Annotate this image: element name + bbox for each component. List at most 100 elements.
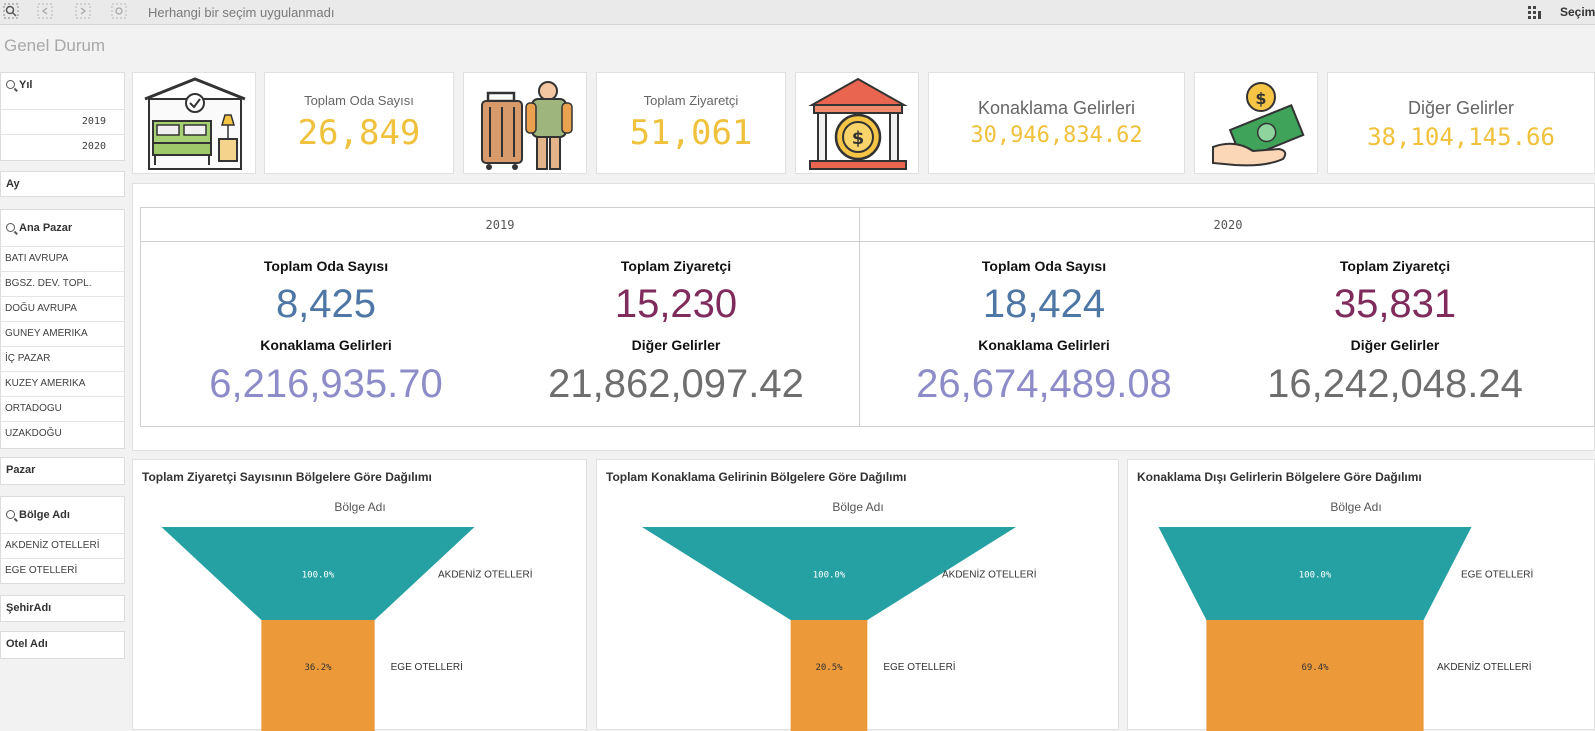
funnel-segment-top[interactable]	[1158, 527, 1472, 620]
konaklama-value-2020: 26,674,489.08	[916, 362, 1172, 406]
kpi-ziyaretci-value: 51,061	[629, 113, 753, 153]
selections-button[interactable]: Seçiml	[1560, 5, 1595, 19]
funnel-chart[interactable]: 100.0% 69.4% EGE OTELLERİ AKDENİZ OTELLERİ	[1128, 460, 1595, 731]
funnel-dimension-label: Bölge Adı	[832, 500, 884, 514]
traveler-image	[463, 72, 587, 174]
kpi-oda-value: 26,849	[297, 113, 421, 153]
funnel-chart-card[interactable]: Konaklama Dışı Gelirlerin Bölgelere Göre…	[1127, 459, 1595, 731]
selection-status: Herhangi bir seçim uygulanmadı	[148, 5, 335, 20]
kpi-diger-label: Diğer Gelirler	[1407, 98, 1515, 118]
filter-pazar[interactable]: Pazar	[0, 457, 125, 485]
filter-ana-pazar-item[interactable]: İÇ PAZAR	[1, 346, 124, 371]
kpi-diger-value: 38,104,145.66	[1367, 123, 1555, 151]
filter-ana-pazar[interactable]: Ana Pazar BATI AVRUPA BGSZ. DEV. TOPL. D…	[0, 209, 125, 449]
filter-ay[interactable]: Ay	[0, 171, 125, 197]
hotel-room-icon	[144, 77, 246, 170]
page-title: Genel Durum	[4, 36, 106, 55]
year-2019-header[interactable]: 2019	[141, 208, 859, 242]
filter-ana-pazar-item[interactable]: ORTADOGU	[1, 396, 124, 421]
filter-ana-pazar-item[interactable]: KUZEY AMERIKA	[1, 371, 124, 396]
filter-yil-item[interactable]: 2019	[1, 109, 124, 134]
filter-bolge-adi[interactable]: Bölge Adı AKDENİZ OTELLERİ EGE OTELLERİ	[0, 496, 125, 584]
step-forward-icon[interactable]	[74, 3, 92, 21]
filter-ana-pazar-header[interactable]: Ana Pazar	[1, 210, 124, 246]
filter-otel-adi[interactable]: Otel Adı	[0, 631, 125, 659]
funnel-percent-label: 100.0%	[302, 571, 335, 581]
filter-bolge-adi-item[interactable]: AKDENİZ OTELLERİ	[1, 533, 124, 558]
yearly-summary-table[interactable]: 2019 2020 Toplam Oda Sayısı 8,425 Toplam…	[140, 207, 1595, 427]
funnel-category-label: AKDENİZ OTELLERİ	[1437, 660, 1531, 673]
diger-label-2019: Diğer Gelirler	[631, 337, 721, 353]
svg-text:$: $	[852, 128, 865, 149]
funnel-title: Toplam Ziyaretçi Sayısının Bölgelere Gör…	[142, 470, 432, 484]
filter-yil-header[interactable]: Yıl	[1, 73, 124, 97]
ziyaretci-label-2020: Toplam Ziyaretçi	[1339, 258, 1451, 274]
diger-value-2020: 16,242,048.24	[1267, 362, 1523, 406]
funnel-category-label: AKDENİZ OTELLERİ	[438, 568, 532, 581]
filter-otel-adi-header[interactable]: Otel Adı	[6, 638, 48, 650]
funnel-chart[interactable]: 100.0% 36.2% AKDENİZ OTELLERİ EGE OTELLERİ	[133, 460, 588, 731]
filter-pazar-header[interactable]: Pazar	[6, 464, 36, 476]
kpi-oda-card[interactable]: Toplam Oda Sayısı 26,849	[264, 72, 454, 174]
funnel-category-label: EGE OTELLERİ	[1461, 568, 1533, 581]
funnel-segment-bottom[interactable]	[790, 620, 868, 731]
diger-value-2019: 21,862,097.42	[548, 362, 804, 406]
filter-ay-header[interactable]: Ay	[6, 178, 20, 190]
funnel-category-label: AKDENİZ OTELLERİ	[942, 568, 1036, 581]
clear-selections-icon[interactable]	[110, 3, 128, 21]
funnel-percent-label: 69.4%	[1301, 663, 1329, 673]
funnel-segment-top[interactable]	[642, 527, 1016, 620]
funnel-category-label: EGE OTELLERİ	[391, 660, 463, 673]
funnel-percent-label: 100.0%	[813, 571, 846, 581]
ziyaretci-value-2019: 15,230	[614, 282, 738, 326]
filter-bolge-adi-item[interactable]: EGE OTELLERİ	[1, 558, 124, 583]
step-back-icon[interactable]	[36, 3, 54, 21]
filter-bolge-adi-header[interactable]: Bölge Adı	[1, 497, 124, 533]
funnel-segment-bottom[interactable]	[1206, 620, 1424, 731]
funnel-percent-label: 20.5%	[815, 663, 843, 673]
ziyaretci-value-2020: 35,831	[1333, 282, 1457, 326]
funnel-chart-card[interactable]: Toplam Ziyaretçi Sayısının Bölgelere Gör…	[132, 459, 588, 731]
funnel-dimension-label: Bölge Adı	[334, 500, 386, 514]
year-2020-header[interactable]: 2020	[860, 208, 1595, 242]
ziyaretci-label-2019: Toplam Ziyaretçi	[620, 258, 732, 274]
hotel-room-image	[132, 72, 256, 174]
diger-label-2020: Diğer Gelirler	[1350, 337, 1440, 353]
funnel-chart-card[interactable]: Toplam Konaklama Gelirinin Bölgelere Gör…	[596, 459, 1120, 731]
filter-ana-pazar-item[interactable]: BATI AVRUPA	[1, 246, 124, 271]
kpi-ziyaretci-card[interactable]: Toplam Ziyaretçi 51,061	[596, 72, 786, 174]
search-icon	[6, 510, 15, 519]
funnel-category-label: EGE OTELLERİ	[883, 660, 955, 673]
filter-sehir-adi[interactable]: ŞehirAdı	[0, 595, 125, 622]
kpi-diger-card[interactable]: Diğer Gelirler 38,104,145.66	[1327, 72, 1595, 174]
funnel-dimension-label: Bölge Adı	[1330, 500, 1382, 514]
kpi-oda-label: Toplam Oda Sayısı	[304, 93, 414, 108]
selection-toolbar: Herhangi bir seçim uygulanmadı Seçiml	[0, 0, 1595, 25]
filter-yil[interactable]: Yıl 2019 2020	[0, 72, 125, 161]
svg-text:$: $	[1255, 89, 1266, 108]
funnel-segment-top[interactable]	[161, 527, 475, 620]
funnel-segment-bottom[interactable]	[261, 620, 375, 731]
yearly-summary-panel	[132, 183, 1595, 451]
oda-value-2019: 8,425	[275, 282, 377, 326]
kpi-konaklama-card[interactable]: Konaklama Gelirleri 30,946,834.62	[928, 72, 1185, 174]
filter-sehir-adi-header[interactable]: ŞehirAdı	[6, 602, 52, 614]
filter-ana-pazar-item[interactable]: UZAKDOĞU	[1, 421, 124, 446]
funnel-title: Toplam Konaklama Gelirinin Bölgelere Gör…	[606, 470, 907, 484]
funnel-chart[interactable]: 100.0% 20.5% AKDENİZ OTELLERİ EGE OTELLERİ	[597, 460, 1120, 731]
selections-grid-icon[interactable]	[1527, 4, 1543, 20]
filter-yil-item[interactable]: 2020	[1, 134, 124, 159]
filter-ana-pazar-item[interactable]: GUNEY AMERIKA	[1, 321, 124, 346]
funnel-percent-label: 100.0%	[1299, 571, 1332, 581]
funnel-percent-label: 36.2%	[304, 663, 332, 673]
money-hand-image: $	[1194, 72, 1318, 174]
smart-search-icon[interactable]	[2, 3, 20, 21]
oda-label-2019: Toplam Oda Sayısı	[263, 258, 389, 274]
kpi-konaklama-value: 30,946,834.62	[970, 123, 1143, 148]
konaklama-label-2019: Konaklama Gelirleri	[260, 337, 392, 353]
search-icon	[6, 223, 15, 232]
konaklama-value-2019: 6,216,935.70	[209, 362, 443, 406]
filter-ana-pazar-item[interactable]: DOĞU AVRUPA	[1, 296, 124, 321]
filter-ana-pazar-item[interactable]: BGSZ. DEV. TOPL.	[1, 271, 124, 296]
kpi-konaklama-label: Konaklama Gelirleri	[977, 98, 1136, 118]
